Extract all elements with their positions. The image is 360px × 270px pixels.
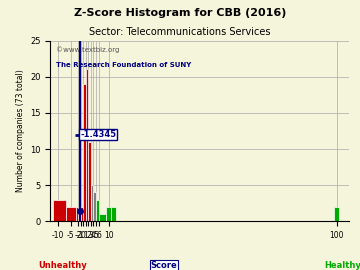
Text: The Research Foundation of SUNY: The Research Foundation of SUNY bbox=[57, 62, 192, 68]
Bar bbox=[76, 207, 78, 221]
Text: Unhealthy: Unhealthy bbox=[39, 261, 87, 270]
Text: Healthy: Healthy bbox=[324, 261, 360, 270]
Bar bbox=[86, 69, 89, 221]
Bar bbox=[96, 200, 99, 221]
Bar bbox=[94, 193, 96, 221]
Bar bbox=[78, 207, 81, 221]
Bar bbox=[81, 207, 83, 221]
Bar bbox=[106, 207, 111, 221]
Y-axis label: Number of companies (73 total): Number of companies (73 total) bbox=[15, 70, 24, 192]
Bar bbox=[99, 214, 106, 221]
Bar bbox=[66, 207, 76, 221]
Bar bbox=[83, 84, 86, 221]
Text: -1.4345: -1.4345 bbox=[80, 130, 116, 139]
Text: ©www.textbiz.org: ©www.textbiz.org bbox=[57, 46, 120, 53]
Bar bbox=[334, 207, 339, 221]
Bar bbox=[53, 200, 66, 221]
Bar bbox=[89, 142, 91, 221]
Text: Score: Score bbox=[150, 261, 177, 270]
Bar bbox=[91, 185, 94, 221]
Bar bbox=[111, 207, 116, 221]
Text: Z-Score Histogram for CBB (2016): Z-Score Histogram for CBB (2016) bbox=[74, 8, 286, 18]
Text: Sector: Telecommunications Services: Sector: Telecommunications Services bbox=[89, 27, 271, 37]
